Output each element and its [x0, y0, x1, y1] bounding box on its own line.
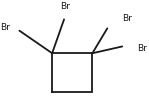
Text: Br: Br [137, 44, 147, 53]
Text: Br: Br [61, 2, 70, 11]
Text: Br: Br [1, 22, 10, 31]
Text: Br: Br [122, 13, 132, 22]
